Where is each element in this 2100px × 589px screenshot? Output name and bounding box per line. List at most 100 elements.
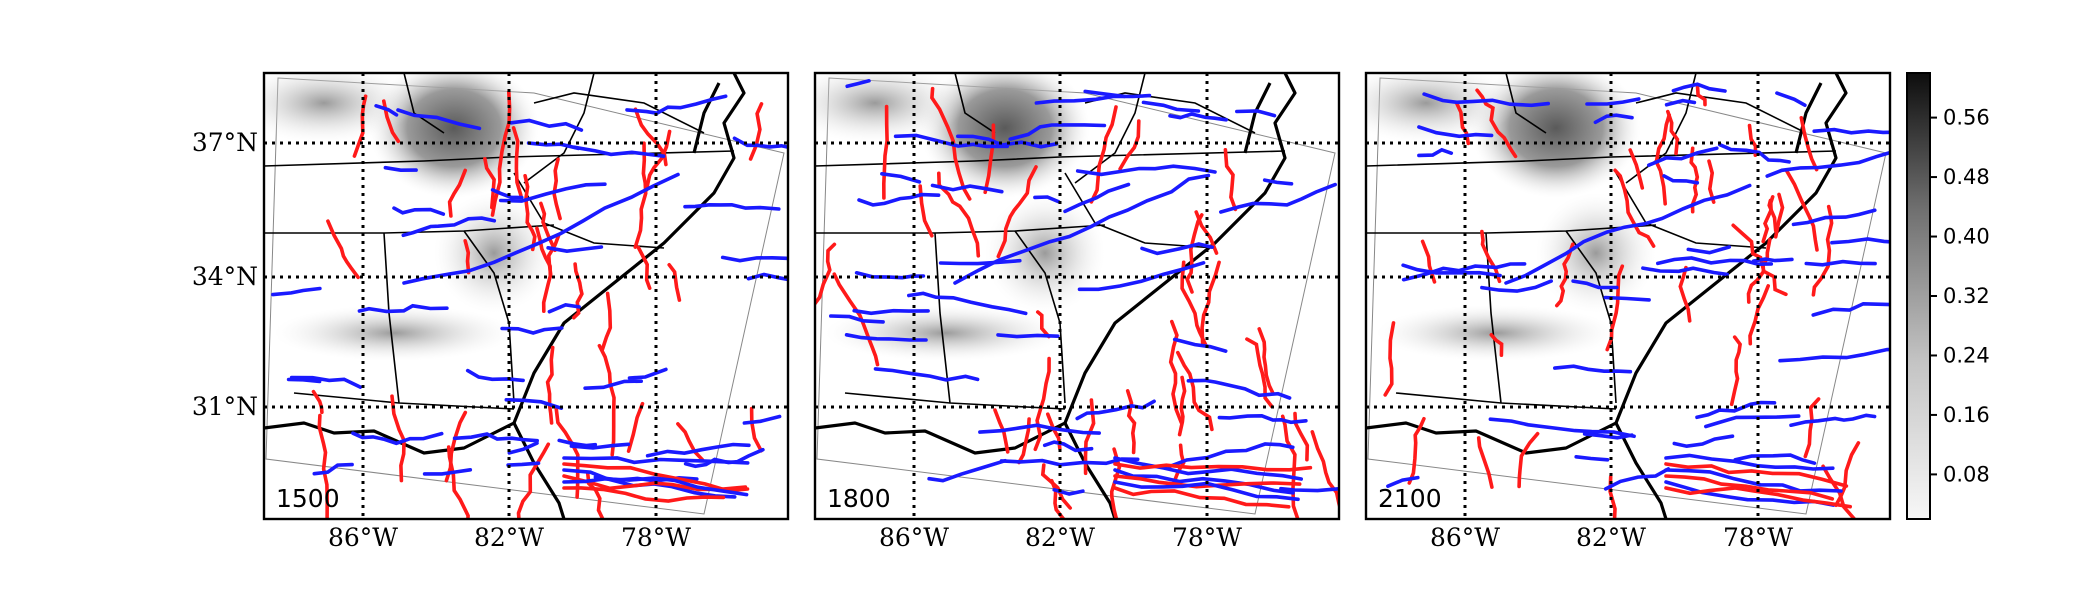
blue-front: [583, 379, 643, 390]
state-border: [815, 150, 1286, 167]
blue-front: [683, 202, 781, 211]
red-front: [1799, 116, 1819, 172]
blue-front: [1235, 109, 1277, 118]
red-front: [1555, 242, 1575, 308]
blue-front: [1168, 112, 1228, 122]
red-front: [1223, 148, 1238, 212]
blue-front: [1219, 182, 1337, 214]
state-border: [1064, 172, 1216, 249]
blue-front: [1603, 467, 1671, 491]
blue-front: [625, 94, 728, 116]
blue-front: [829, 314, 885, 324]
coastline: [1794, 82, 1823, 154]
blue-front: [1217, 413, 1308, 425]
blue-front: [572, 145, 666, 158]
red-front: [539, 201, 557, 253]
blue-front: [507, 441, 539, 455]
blue-front: [1417, 125, 1494, 139]
red-front: [463, 239, 471, 275]
red-front: [535, 226, 553, 278]
blue-front: [893, 133, 1010, 149]
blue-front: [1664, 468, 1843, 493]
blue-front: [1574, 455, 1610, 462]
red-front: [1280, 414, 1300, 519]
red-front: [1180, 260, 1208, 348]
blue-front: [1775, 91, 1807, 107]
red-front: [1517, 431, 1540, 489]
red-front: [1125, 389, 1137, 455]
blue-front: [357, 303, 449, 314]
blue-front: [1077, 261, 1206, 292]
blue-front: [1695, 400, 1777, 420]
red-front: [1773, 192, 1785, 239]
red-front: [490, 90, 512, 217]
state-border: [934, 232, 951, 404]
map-panel-1800: 1800 86°W 82°W 78°W: [813, 71, 1341, 552]
blue-front: [996, 333, 1060, 339]
blue-front: [1113, 468, 1295, 495]
blue-front: [938, 258, 1022, 266]
blue-front: [844, 333, 928, 342]
colorbar-bar: [1906, 72, 1931, 520]
red-front: [749, 406, 763, 453]
lon-label-78W: 78°W: [1172, 523, 1242, 552]
blue-front: [1113, 456, 1303, 481]
red-front: [545, 345, 555, 425]
blue-front: [1812, 127, 1890, 135]
shading-band: [1376, 305, 1616, 361]
red-front: [832, 272, 880, 367]
blue-front: [953, 173, 1211, 285]
blue-front: [645, 442, 751, 458]
blue-front: [1401, 262, 1527, 282]
red-front: [1257, 327, 1275, 395]
red-front: [600, 291, 613, 352]
blue-front: [1033, 195, 1061, 204]
lon-label-78W: 78°W: [621, 523, 691, 552]
blue-front: [1830, 237, 1890, 245]
blue-front: [500, 326, 564, 335]
state-border: [1635, 92, 1807, 134]
shading-band: [825, 305, 1065, 361]
blue-front: [1140, 242, 1214, 256]
blue-front: [1401, 263, 1502, 278]
red-front: [1664, 474, 1835, 501]
red-front: [1731, 223, 1788, 297]
shading-secondary: [434, 193, 554, 313]
shading-secondary: [985, 193, 1105, 313]
blue-front: [498, 182, 607, 203]
lon-label-82W: 82°W: [1025, 523, 1095, 552]
red-front: [1089, 105, 1118, 204]
red-front: [511, 126, 523, 198]
blue-front: [1063, 182, 1131, 214]
blue-front: [402, 172, 680, 285]
time-label: 1800: [827, 484, 891, 513]
red-front: [554, 406, 580, 499]
red-front: [1480, 229, 1502, 284]
blue-front: [392, 206, 446, 216]
lat-label-31N: 31°N: [192, 392, 258, 421]
state-border: [1565, 230, 1617, 404]
time-label: 2100: [1378, 484, 1442, 513]
blue-front: [374, 104, 399, 117]
shading-secondary: [264, 73, 414, 143]
blue-front: [401, 216, 497, 238]
blue-front: [742, 414, 782, 425]
blue-front: [880, 172, 922, 184]
blue-front: [1765, 150, 1890, 178]
red-front: [626, 401, 645, 453]
red-front: [633, 141, 648, 249]
blue-front: [873, 367, 980, 382]
lon-label-86W: 86°W: [328, 523, 398, 552]
red-front: [1489, 333, 1504, 357]
state-border: [954, 73, 996, 134]
lat-label-34N: 34°N: [192, 262, 258, 291]
blue-front: [562, 456, 750, 465]
blue-front: [1582, 432, 1634, 440]
panel-frame: [1364, 71, 1892, 521]
blue-front: [720, 255, 788, 263]
blue-front: [930, 183, 1004, 194]
blue-front: [1480, 279, 1553, 293]
red-front: [1036, 310, 1051, 339]
blue-front: [490, 188, 524, 200]
state-border: [463, 230, 515, 404]
